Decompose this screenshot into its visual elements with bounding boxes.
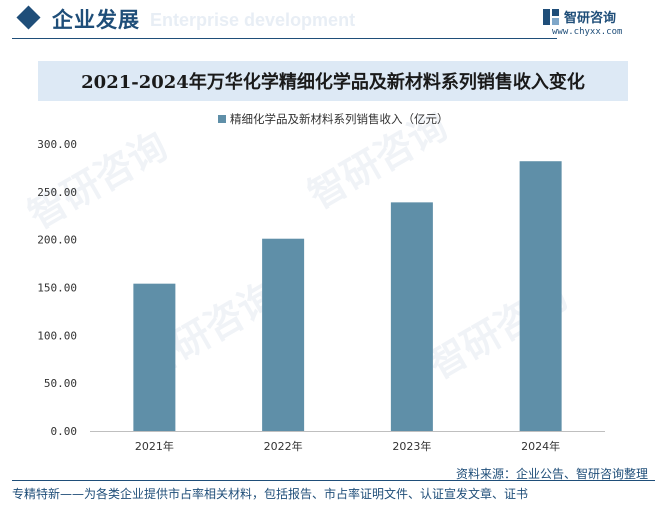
y-tick-label: 100.00: [37, 329, 77, 342]
brand-url: www.chyxx.com: [552, 27, 623, 37]
footer-divider: [12, 480, 655, 481]
y-tick-label: 200.00: [37, 234, 77, 247]
x-tick-label: 2024年: [521, 439, 560, 453]
y-tick-label: 300.00: [37, 138, 77, 151]
chyxx-logo-icon: [543, 9, 559, 25]
chart-title: 2021-2024年万华化学精细化学品及新材料系列销售收入变化: [81, 72, 585, 93]
footer-slogan: 专精特新——为各类企业提供市占率相关材料，包括报告、市占率证明文件、认证宣发文章…: [12, 487, 529, 501]
y-tick-label: 0.00: [51, 425, 78, 438]
bar: [262, 238, 305, 431]
x-tick-label: 2022年: [264, 439, 303, 453]
bar: [519, 161, 562, 431]
page-header: Enterprise development 企业发展 智研咨询 www.chy…: [0, 0, 666, 42]
legend-swatch: [218, 115, 226, 123]
source-note: 资料来源：企业公告、智研咨询整理: [455, 467, 648, 481]
header-divider: [12, 38, 557, 39]
bar-chart: 0.00 50.00 100.00 150.00 200.00 250.00 300.00 2…: [37, 138, 605, 453]
section-title: 企业发展: [52, 8, 140, 32]
x-tick-label: 2023年: [392, 439, 431, 453]
x-tick-label: 2021年: [135, 439, 174, 453]
bar: [390, 202, 433, 431]
legend-label: 精细化学品及新材料系列销售收入（亿元）: [230, 112, 449, 126]
chart-title-band: 2021-2024年万华化学精细化学品及新材料系列销售收入变化: [38, 61, 628, 101]
section-ghost-text: Enterprise development: [150, 10, 356, 30]
bar: [133, 283, 176, 431]
brand-name: 智研咨询: [564, 11, 617, 26]
y-tick-label: 50.00: [44, 377, 77, 390]
brand-block: 智研咨询 www.chyxx.com: [542, 6, 652, 40]
y-tick-label: 150.00: [37, 282, 77, 295]
y-tick-label: 250.00: [37, 186, 77, 199]
